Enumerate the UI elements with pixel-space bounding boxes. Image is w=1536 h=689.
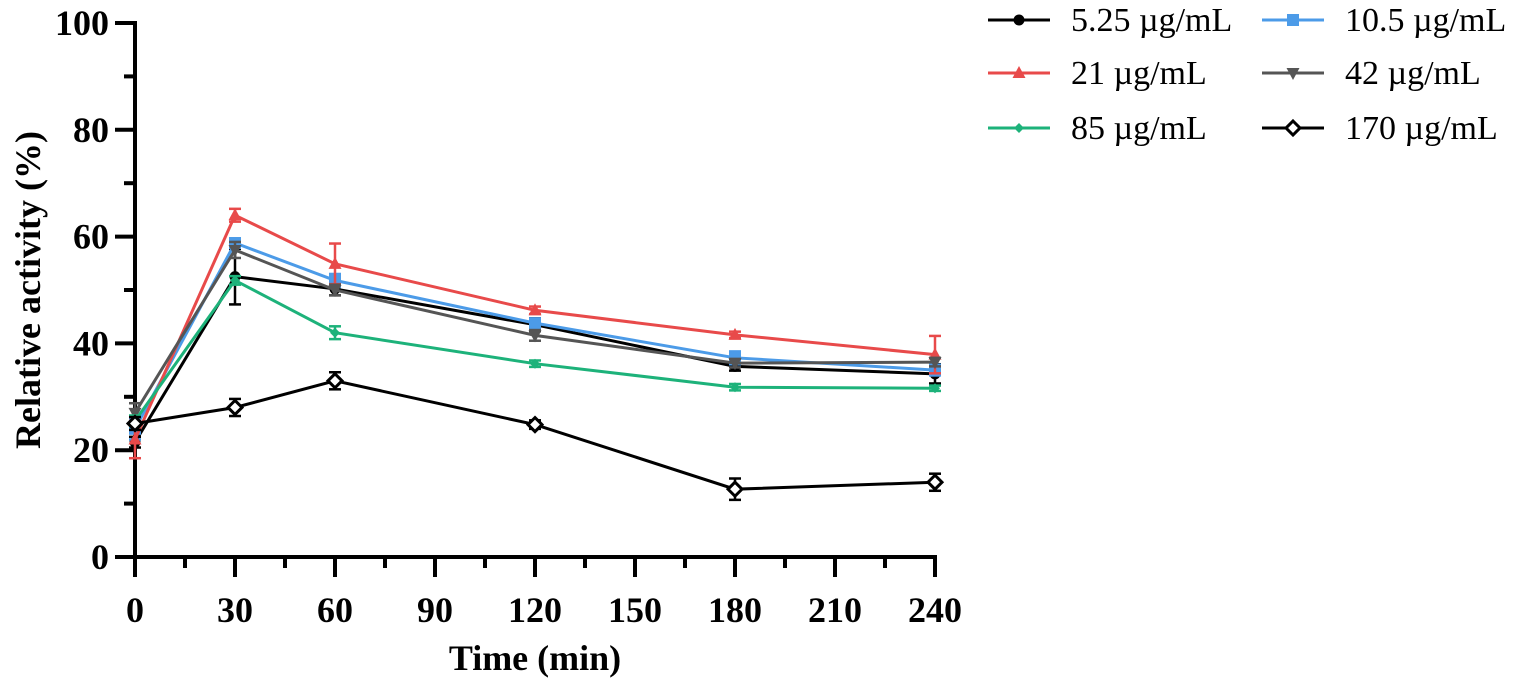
x-tick-label: 90 (417, 590, 453, 630)
data-point (228, 244, 242, 257)
y-axis-title: Relative activity (%) (8, 131, 48, 449)
legend-marker (1013, 14, 1025, 26)
series-4 (129, 274, 941, 428)
data-point (528, 330, 542, 343)
legend-label: 21 µg/mL (1071, 55, 1207, 92)
x-tick-label: 210 (808, 590, 862, 630)
x-tick-label: 60 (317, 590, 353, 630)
data-point (325, 371, 345, 390)
data-point (225, 398, 245, 417)
data-point (725, 480, 745, 499)
legend-marker (1012, 66, 1026, 78)
data-point (128, 432, 142, 445)
data-point (525, 415, 545, 434)
legend-item-5: 170 µg/mL (1262, 110, 1498, 147)
legend-label: 170 µg/mL (1345, 110, 1498, 147)
series-5 (125, 370, 945, 502)
data-point (930, 383, 940, 394)
data-point (328, 256, 342, 269)
legend-item-4: 85 µg/mL (988, 110, 1207, 147)
legend-marker (1014, 123, 1024, 133)
x-tick-label: 0 (126, 590, 144, 630)
data-point (728, 358, 742, 371)
series-2 (128, 207, 942, 460)
data-point (330, 327, 340, 338)
series-line (134, 379, 936, 491)
x-axis-title: Time (min) (449, 638, 621, 678)
data-point (228, 208, 242, 221)
y-tick-label: 40 (73, 323, 109, 363)
data-point (230, 275, 240, 286)
series-line (133, 248, 936, 414)
legend-marker (1283, 118, 1303, 138)
data-point (928, 357, 942, 370)
data-point (125, 414, 145, 433)
legend: 5.25 µg/mL 10.5 µg/mL 21 µg/mL 42 µg/mL 85 µ… (988, 2, 1506, 147)
data-point (328, 285, 342, 297)
y-tick-label: 100 (55, 3, 109, 43)
series-line (133, 213, 936, 441)
series-3 (128, 240, 942, 424)
x-tick-label: 30 (217, 590, 253, 630)
x-tick-label: 120 (508, 590, 562, 630)
data-point (530, 358, 540, 369)
legend-marker (1287, 14, 1299, 26)
data-point (728, 327, 742, 340)
series-line (133, 278, 936, 422)
y-tick-label: 80 (73, 110, 109, 150)
data-point (925, 473, 945, 492)
legend-item-0: 5.25 µg/mL (988, 2, 1232, 39)
data-point (529, 317, 541, 330)
y-tick-label: 0 (91, 537, 109, 577)
data-point (730, 382, 740, 393)
data-point (528, 303, 542, 316)
legend-item-1: 10.5 µg/mL (1262, 2, 1506, 39)
x-tick-label: 240 (908, 590, 962, 630)
axes: 0 20 40 60 80 100 0 30 60 90 120 150 180 210 240 Time (… (8, 3, 962, 678)
legend-label: 42 µg/mL (1345, 55, 1481, 92)
legend-item-3: 42 µg/mL (1262, 55, 1481, 92)
y-tick-label: 20 (73, 430, 109, 470)
legend-label: 10.5 µg/mL (1345, 2, 1506, 39)
legend-item-2: 21 µg/mL (988, 55, 1207, 92)
y-tick-label: 60 (73, 217, 109, 257)
legend-marker (1286, 68, 1300, 80)
series-layer (125, 207, 945, 502)
data-point (128, 407, 142, 420)
series-line (133, 241, 936, 430)
x-tick-label: 180 (708, 590, 762, 630)
x-tick-label: 150 (608, 590, 662, 630)
legend-label: 85 µg/mL (1071, 110, 1207, 147)
legend-label: 5.25 µg/mL (1071, 2, 1232, 39)
